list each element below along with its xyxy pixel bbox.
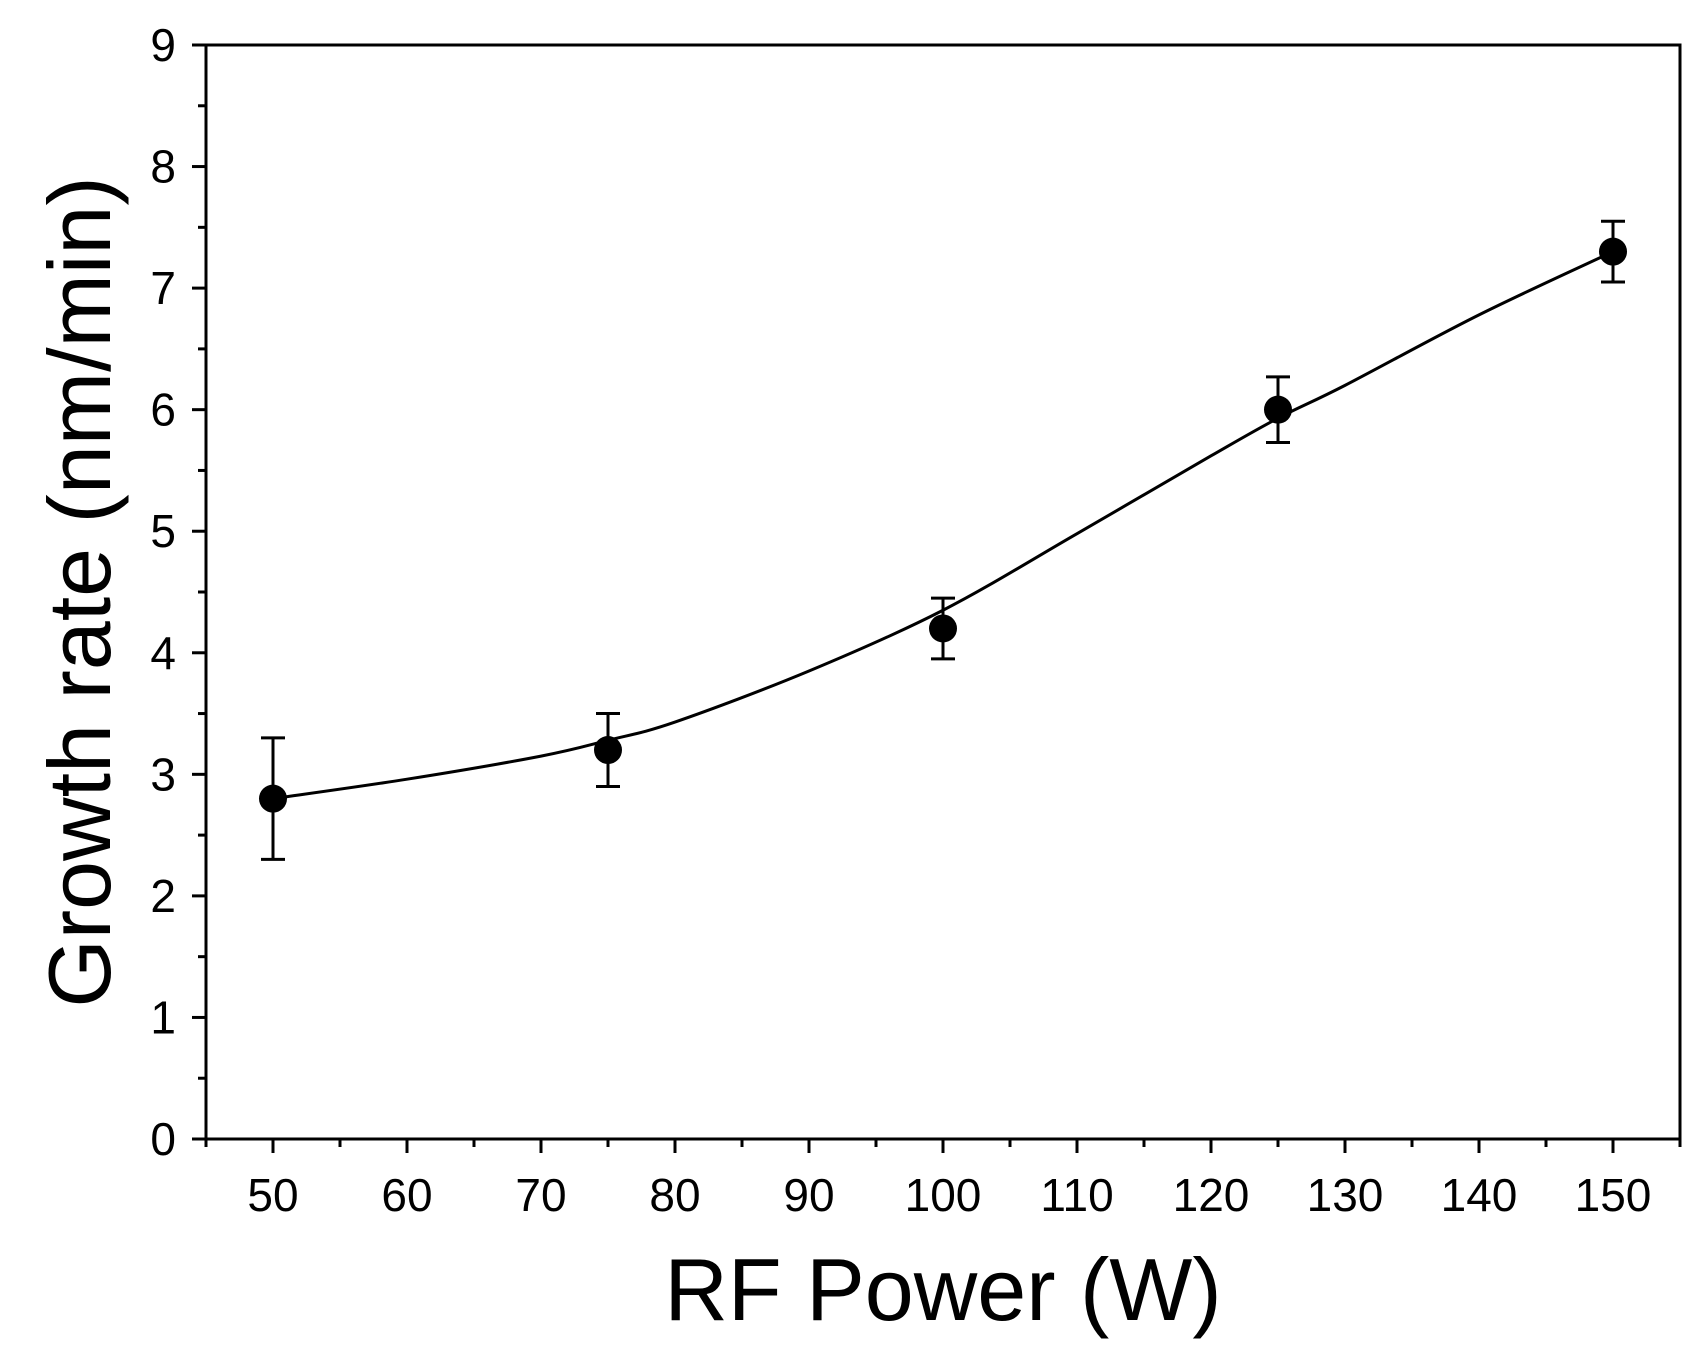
data-point	[259, 784, 287, 813]
data-point	[1599, 237, 1627, 266]
x-tick-label: 90	[783, 1169, 834, 1221]
x-tick-label: 80	[649, 1169, 700, 1221]
x-tick-label: 120	[1173, 1169, 1250, 1221]
x-tick-label: 150	[1575, 1169, 1652, 1221]
data-point	[594, 736, 622, 765]
x-tick-label: 50	[247, 1169, 298, 1221]
x-tick-label: 60	[381, 1169, 432, 1221]
tick-labels: 50 60 70 80 90 100 110 120 130 140 150 0 1 2 3 4 5 6 7 8 9	[150, 19, 1651, 1221]
x-tick-label: 70	[515, 1169, 566, 1221]
y-tick-label: 8	[150, 141, 176, 193]
fit-curve	[272, 250, 1614, 801]
y-tick-label: 6	[150, 384, 176, 436]
y-tick-label: 3	[150, 748, 176, 800]
x-tick-label: 130	[1307, 1169, 1384, 1221]
error-bars	[261, 219, 1625, 861]
y-tick-label: 1	[150, 991, 176, 1043]
data-point	[929, 614, 957, 643]
fit-curve-group	[272, 250, 1614, 801]
y-tick-label: 2	[150, 870, 176, 922]
y-tick-label: 9	[150, 19, 176, 71]
minor-ticks	[198, 104, 1682, 1147]
major-ticks	[192, 43, 1615, 1153]
x-tick-label: 100	[905, 1169, 982, 1221]
y-axis-title: Growth rate (nm/min)	[30, 176, 129, 1007]
y-tick-label: 5	[150, 505, 176, 557]
x-tick-label: 140	[1441, 1169, 1518, 1221]
data-points	[259, 237, 1627, 813]
x-tick-label: 110	[1040, 1169, 1113, 1221]
y-tick-label: 4	[150, 627, 176, 679]
data-point	[1264, 395, 1292, 424]
plot-frame	[204, 43, 1682, 1141]
y-tick-label: 7	[150, 262, 176, 314]
y-tick-label: 0	[150, 1113, 176, 1165]
x-axis-title: RF Power (W)	[664, 1240, 1221, 1339]
